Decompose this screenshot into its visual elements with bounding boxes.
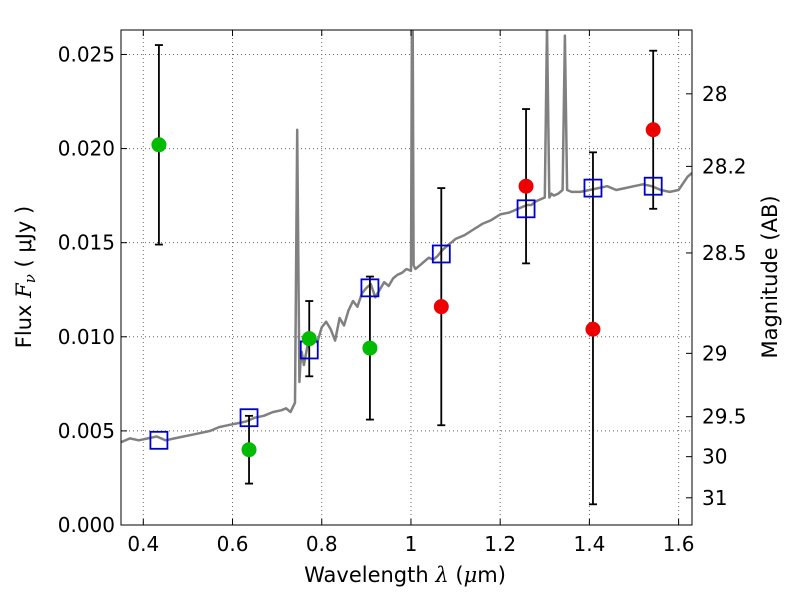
red-data-point [433,299,449,315]
x-tick-label: 1.4 [573,532,605,556]
green-data-point [362,340,378,356]
y2-tick-label: 28.2 [702,154,747,178]
axis-ticks [121,30,692,526]
y-tick-label: 0.005 [58,419,115,443]
x-axis-unit-rest: m) [477,563,506,587]
y-axis-label-subscript: ν [21,274,39,283]
y-tick-label: 0.000 [58,513,115,537]
red-data-point [518,178,534,194]
model-square-marker [643,176,663,196]
y-tick-label: 0.010 [58,325,115,349]
model-square-marker [149,430,169,450]
green-data-point [151,137,167,153]
points-layer [149,122,663,458]
x-tick-labels: 0.4 0.6 0.8 1 1.2 1.4 1.6 [127,532,694,556]
green-data-point [241,442,257,458]
y2-tick-label: 30 [702,445,727,469]
y2-axis-label: Magnitude (AB) [758,195,782,358]
x-tick-label: 1.2 [484,532,516,556]
grid-lines [121,30,692,526]
y-tick-labels: 0.000 0.005 0.010 0.015 0.020 0.025 [58,42,115,537]
y2-tick-label: 28.5 [702,241,747,265]
model-square-marker [516,199,536,219]
x-tick-label: 1.6 [663,532,695,556]
x-tick-label: 1 [405,532,418,556]
y-axis-label-unit: ( μJy ) [12,206,36,268]
y-axis-label-symbol: F [12,282,36,299]
model-square-marker [360,278,380,298]
red-data-point [645,122,661,138]
x-axis-label-text: Wavelength [304,563,429,587]
green-data-point [301,331,317,347]
y-tick-label: 0.020 [58,137,115,161]
x-tick-label: 0.4 [127,532,159,556]
x-axis-unit-open: ( [455,563,463,587]
x-axis-unit-symbol: μ [464,563,478,587]
model-square-marker [239,408,259,428]
y2-tick-label: 28 [702,82,727,106]
y-tick-label: 0.015 [58,231,115,255]
y-axis-label-text: Flux [12,305,36,349]
y2-tick-labels: 28 28.2 28.5 29 29.5 30 31 [702,82,747,510]
x-axis-label-symbol: λ [434,563,448,587]
y-tick-label: 0.025 [58,42,115,66]
red-data-point [585,321,601,337]
y2-tick-label: 29 [702,341,727,365]
spectrum-layer [121,30,692,444]
x-tick-label: 0.8 [306,532,338,556]
y2-tick-label: 29.5 [702,405,747,429]
plot-frame [120,29,693,526]
errorbar-layer [154,44,658,506]
y2-tick-label: 31 [702,486,727,510]
y-axis-label: Flux Fν ( μJy ) [12,206,39,348]
x-tick-label: 0.6 [217,532,249,556]
model-square-marker [583,178,603,198]
model-square-marker [431,244,451,264]
x-axis-label: Wavelength λ (μm) [304,563,506,587]
spectrum-line [121,30,692,444]
